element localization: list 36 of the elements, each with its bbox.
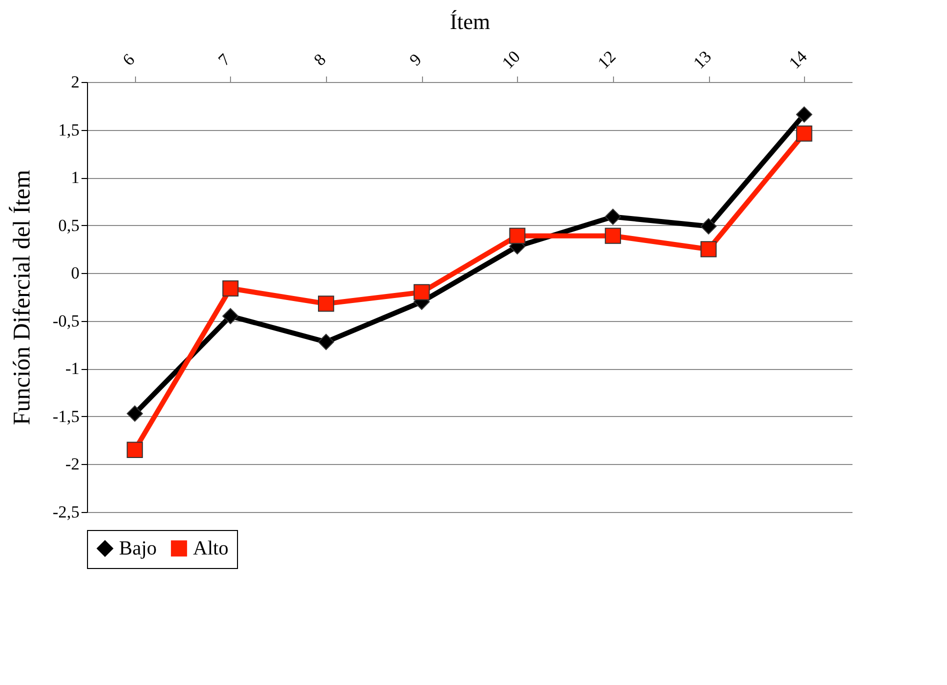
x-tick-label: 8 [310, 50, 330, 70]
y-tick-label: -1 [65, 359, 80, 378]
y-tick-label: -2 [65, 454, 80, 474]
point [700, 241, 717, 258]
point [796, 126, 812, 142]
point [222, 308, 239, 324]
point [796, 106, 812, 123]
y-tick-label: 2 [71, 72, 80, 92]
y-tick-label: 0 [71, 264, 80, 283]
x-tick-label: 7 [214, 50, 234, 70]
legend-label: Bajo [119, 537, 157, 560]
legend-label: Alto [193, 537, 229, 560]
y-axis-title: Función Difercial del Ítem [8, 170, 36, 426]
point [700, 218, 717, 234]
x-tick-label: 10 [498, 47, 524, 73]
point [318, 296, 334, 312]
x-tick-label: 12 [594, 47, 620, 73]
y-tick-label: 1,5 [58, 120, 80, 140]
point [414, 284, 430, 300]
x-tick-label: 6 [118, 50, 138, 70]
y-tick-label: 0,5 [58, 216, 80, 235]
point [509, 228, 526, 244]
y-tick-label: -2,5 [52, 502, 80, 522]
point [318, 334, 334, 350]
y-tick-label: -0,5 [52, 311, 80, 330]
point [126, 405, 143, 422]
point [222, 280, 239, 296]
x-tick-label: 13 [690, 47, 716, 73]
y-tick-label: 1 [71, 168, 80, 188]
x-tick-label: 14 [785, 46, 812, 73]
y-tick-label: -1,5 [52, 406, 80, 426]
x-tick-label: 9 [406, 50, 426, 70]
point [604, 208, 622, 225]
point [604, 228, 622, 244]
point [126, 442, 143, 458]
x-axis-title: Ítem [450, 8, 490, 34]
